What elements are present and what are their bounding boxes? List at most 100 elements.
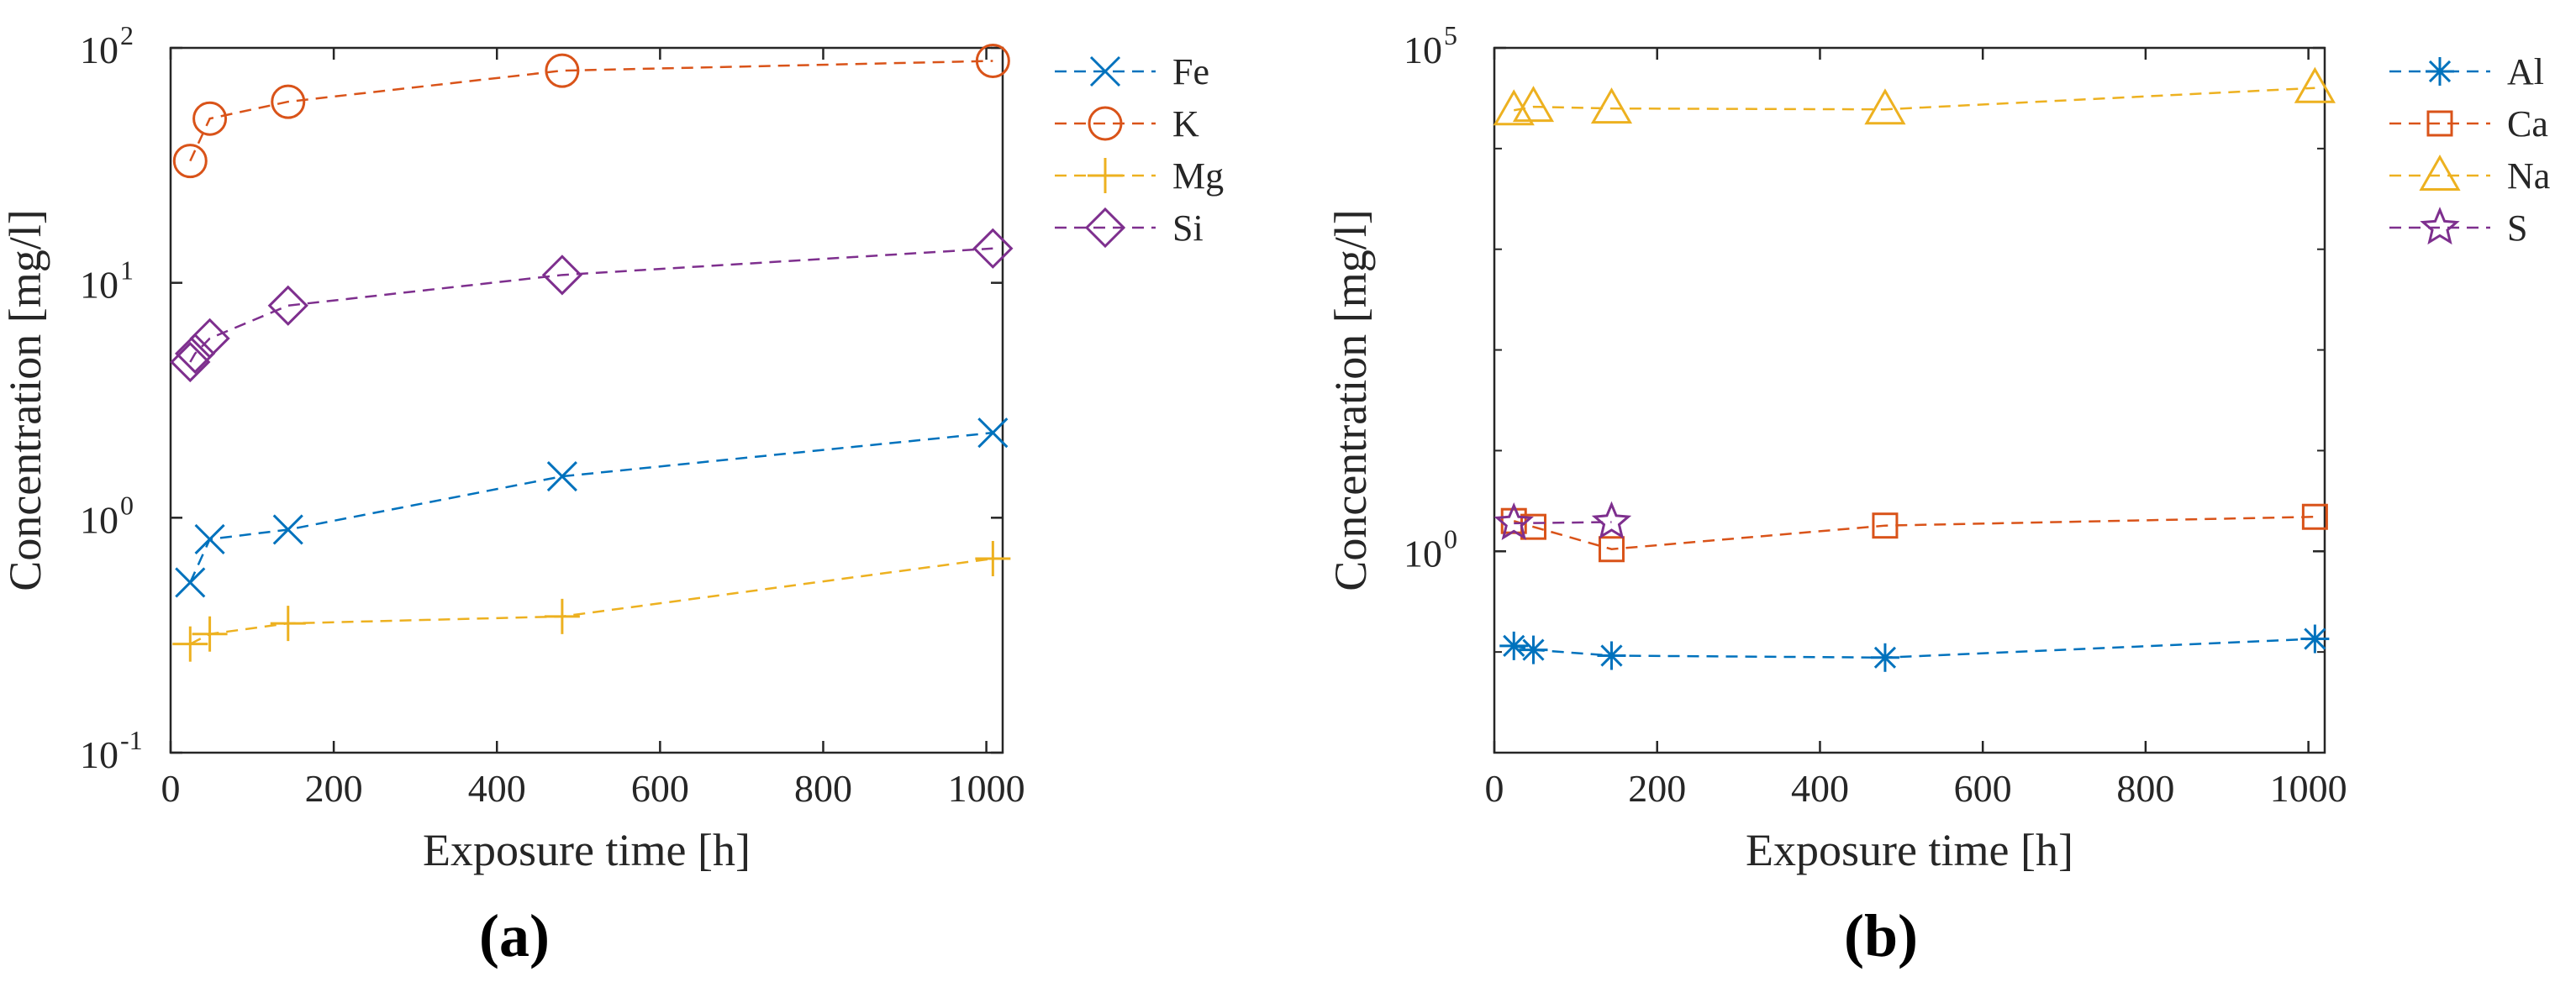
y-tick-label: 10 xyxy=(80,498,119,541)
y-tick-label: 10 xyxy=(80,733,119,776)
x-tick-label: 1000 xyxy=(2270,767,2347,810)
data-point-fe xyxy=(194,523,225,554)
legend-item-k: K xyxy=(1055,103,1199,144)
data-point-na xyxy=(1590,87,1633,124)
x-tick-label: 400 xyxy=(1791,767,1849,810)
legend-label: Na xyxy=(2507,155,2550,197)
data-point-ca xyxy=(2301,503,2328,530)
x-axis-label: Exposure time [h] xyxy=(1746,825,2073,875)
data-point-na xyxy=(1864,88,1906,125)
plot-area-frame xyxy=(1493,46,2326,754)
legend-item-si: Si xyxy=(1055,207,1204,249)
legend-label: Mg xyxy=(1172,155,1224,197)
legend-label: S xyxy=(2507,207,2527,249)
data-point-k xyxy=(271,84,306,119)
data-point-al xyxy=(1499,631,1529,660)
data-point-k xyxy=(172,144,208,179)
x-axis-label: Exposure time [h] xyxy=(423,825,751,875)
series-si xyxy=(170,228,1014,383)
series-line-al xyxy=(1513,638,2315,659)
legend-marker-k xyxy=(1088,106,1123,141)
data-point-k xyxy=(192,101,228,136)
data-point-al xyxy=(1870,643,1899,672)
series-line-k xyxy=(189,60,993,162)
y-tick-label: 10 xyxy=(1404,29,1442,71)
panel-label: (b) xyxy=(1844,902,1918,969)
data-point-al xyxy=(1519,635,1548,664)
legend-label: Al xyxy=(2507,51,2544,92)
y-tick-exponent: 5 xyxy=(1444,20,1457,50)
y-axis-label: Concentration [mg/l] xyxy=(0,209,50,591)
legend-label: Fe xyxy=(1172,51,1209,92)
data-point-na xyxy=(1512,86,1555,123)
data-point-mg xyxy=(544,598,580,634)
series-line-ca xyxy=(1513,515,2315,551)
series-ca xyxy=(1500,503,2328,563)
y-tick-exponent: -1 xyxy=(120,725,143,755)
data-point-si xyxy=(189,318,230,359)
data-point-na xyxy=(2294,66,2336,103)
data-point-mg xyxy=(192,616,228,652)
data-point-fe xyxy=(977,417,1009,449)
series-line-mg xyxy=(189,557,993,645)
y-axis-label: Concentration [mg/l] xyxy=(1325,209,1376,591)
y-tick-exponent: 1 xyxy=(120,255,134,286)
data-point-si xyxy=(541,255,583,296)
data-point-mg xyxy=(172,626,208,662)
data-point-ca xyxy=(1598,536,1625,563)
x-tick-label: 0 xyxy=(161,767,181,810)
data-point-s xyxy=(1591,501,1632,539)
legend-item-al: Al xyxy=(2389,51,2544,92)
data-point-al xyxy=(2300,624,2330,654)
legend-marker-si xyxy=(1084,207,1126,249)
plot-area-frame xyxy=(169,46,1004,754)
legend-item-mg: Mg xyxy=(1055,155,1224,197)
series-line-si xyxy=(189,247,993,363)
data-point-ca xyxy=(1872,512,1899,539)
legend: Fe K Mg Si xyxy=(1055,51,1224,249)
y-tick-label: 10 xyxy=(1404,532,1442,575)
x-tick-label: 600 xyxy=(1954,767,2012,810)
x-tick-label: 400 xyxy=(468,767,526,810)
series-fe xyxy=(175,417,1009,598)
legend-marker-ca xyxy=(2426,110,2453,137)
legend-marker-na xyxy=(2419,154,2461,191)
x-tick-label: 200 xyxy=(1628,767,1686,810)
x-tick-label: 800 xyxy=(2116,767,2174,810)
legend-label: K xyxy=(1172,103,1199,144)
x-tick-label: 1000 xyxy=(948,767,1025,810)
legend-marker-al xyxy=(2426,57,2454,86)
legend-label: Si xyxy=(1172,207,1204,249)
x-tick-label: 800 xyxy=(794,767,852,810)
data-point-al xyxy=(1597,641,1626,670)
y-tick-exponent: 0 xyxy=(120,490,134,520)
data-point-k xyxy=(545,53,580,88)
legend-item-na: Na xyxy=(2389,154,2550,197)
legend-marker-s xyxy=(2420,207,2460,245)
x-tick-label: 600 xyxy=(631,767,689,810)
legend-marker-fe xyxy=(1089,55,1121,87)
data-point-si xyxy=(972,228,1014,269)
data-point-fe xyxy=(175,567,206,598)
data-point-k xyxy=(975,44,1010,79)
series-s xyxy=(1493,501,1632,541)
data-point-si xyxy=(267,285,308,326)
data-point-s xyxy=(1493,502,1534,541)
y-tick-label: 10 xyxy=(80,29,119,71)
legend-item-fe: Fe xyxy=(1055,51,1209,92)
series-line-na xyxy=(1514,87,2315,112)
data-point-mg xyxy=(975,540,1011,576)
data-point-si xyxy=(174,333,216,374)
series-na xyxy=(1493,66,2336,126)
y-tick-exponent: 2 xyxy=(120,20,134,50)
series-al xyxy=(1499,624,2330,672)
legend-label: Ca xyxy=(2507,103,2548,144)
legend-item-ca: Ca xyxy=(2389,103,2548,144)
x-tick-label: 0 xyxy=(1485,767,1504,810)
legend-marker-mg xyxy=(1088,158,1123,193)
panel-label: (a) xyxy=(479,902,550,969)
data-point-na xyxy=(1493,89,1535,126)
